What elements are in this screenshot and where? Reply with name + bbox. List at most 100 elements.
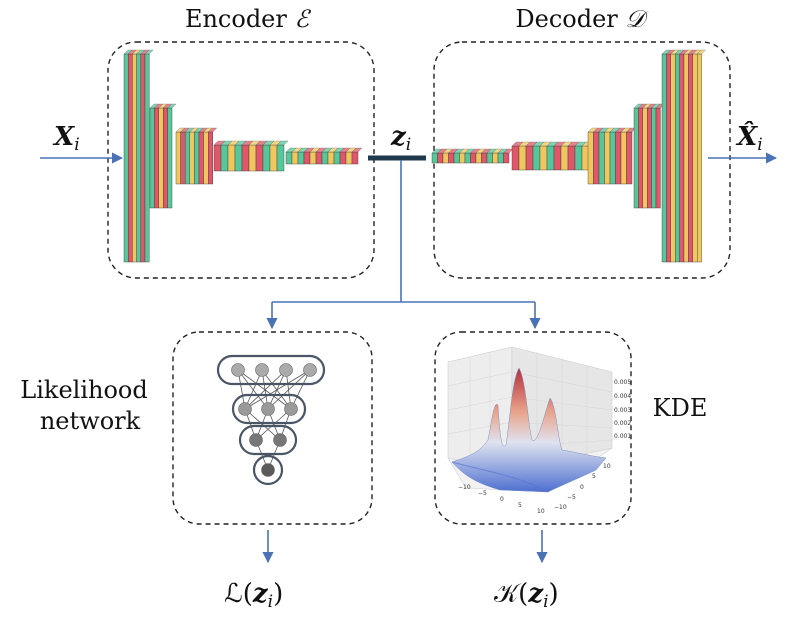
encoder-layer-15	[194, 131, 200, 185]
nn-edge	[244, 369, 263, 410]
decoder-layer-2	[442, 152, 449, 164]
decoder-layer-9	[481, 152, 488, 164]
decoder-layer-7	[470, 152, 477, 164]
decoder-box	[433, 41, 731, 279]
decoder-layer-21	[560, 145, 569, 171]
kde-output-label: 𝒦(zi)	[494, 579, 559, 612]
encoder-layer-18	[207, 131, 213, 185]
decoder-layer-45	[688, 53, 694, 263]
decoder-layer-47-top	[696, 49, 706, 55]
kde-box	[434, 331, 632, 525]
nn-layer-1	[231, 393, 307, 425]
encoder-layer-32	[303, 151, 311, 165]
nn-edge	[267, 369, 311, 410]
decoder-layer-36	[647, 107, 652, 209]
kde-tick-x-4: 10	[537, 508, 545, 515]
encoder-layer-23	[241, 144, 250, 172]
nn-layer-3	[252, 454, 284, 486]
likelihood-label-line2: network	[40, 407, 141, 435]
kde-surface-plot: 0.005 0.004 0.003 0.002 0.001 −10 −5 0 5…	[447, 346, 631, 515]
kde-tick-x-1: −5	[478, 490, 487, 497]
decoder-layer-40	[666, 53, 672, 263]
encoder-layer-27	[269, 144, 278, 172]
decoder-layer-33	[633, 107, 639, 209]
encoder-layer-9	[162, 107, 168, 209]
nn-edge	[237, 369, 269, 410]
nn-layer-2	[238, 424, 298, 456]
decoder-layer-32	[626, 131, 633, 185]
decoder-layer-25	[587, 131, 594, 185]
encoder-layer-19	[213, 144, 222, 172]
nn-node-2-1	[273, 433, 287, 447]
decoder-layer-13	[503, 152, 510, 164]
encoder-layer-28	[276, 144, 285, 172]
encoder-layer-11	[175, 131, 181, 185]
encoder-layer-29	[285, 151, 293, 165]
encoder-layer-4	[140, 53, 146, 263]
encoder-layer-35	[321, 151, 329, 165]
decoder-layer-29	[609, 131, 616, 185]
nn-edge	[244, 369, 311, 410]
encoder-layer-24	[248, 144, 257, 172]
decoder-layer-19	[546, 145, 555, 171]
decoder-layer-30	[615, 131, 622, 185]
encoder-layer-16	[198, 131, 204, 185]
decoder-layers	[431, 49, 706, 263]
kde-label: KDE	[653, 394, 708, 422]
kde-tick-y-0: 10	[603, 463, 611, 470]
kde-tick-z-0: 0.005	[614, 379, 631, 386]
nn-node-0-0	[231, 363, 245, 377]
decoder-layer-35	[642, 107, 648, 209]
encoder-layer-12	[180, 131, 186, 185]
input-label: Xi	[52, 122, 80, 155]
encoder-layer-5	[144, 53, 150, 263]
decoder-layer-47	[697, 53, 702, 263]
decoder-layer-42	[675, 53, 680, 263]
decoder-layer-12	[497, 152, 504, 164]
decoder-layer-46	[692, 53, 698, 263]
nn-node-0-2	[279, 363, 293, 377]
likelihood-label-line1: Likelihood	[20, 376, 147, 404]
nn-layer-0	[216, 354, 326, 386]
encoder-layer-40	[351, 151, 359, 165]
decoder-layer-5	[459, 152, 466, 164]
encoder-layer-25	[255, 144, 264, 172]
kde-tick-x-2: 0	[500, 496, 504, 503]
decoder-layer-11	[492, 152, 499, 164]
encoder-layer-33	[309, 151, 317, 165]
likelihood-box	[172, 331, 373, 525]
kde-surface	[451, 367, 607, 493]
encoder-layer-18-top	[207, 127, 218, 133]
encoder-layer-30	[291, 151, 299, 165]
encoder-layer-5-top	[144, 49, 154, 55]
nn-edge	[237, 369, 292, 410]
kde-tick-y-1: 5	[592, 473, 596, 480]
encoder-layer-13	[184, 131, 190, 185]
decoder-layer-4	[453, 152, 460, 164]
decoder-layer-31	[620, 131, 627, 185]
encoder-layer-39	[345, 151, 353, 165]
encoder-layer-28-top	[276, 140, 289, 146]
likelihood-output-label: ℒ(zi)	[224, 579, 283, 612]
encoder-label: Encoder ℰ	[185, 5, 312, 33]
encoder-layer-38	[339, 151, 347, 165]
kde-tick-x-0: −10	[458, 484, 471, 491]
encoder-layer-8	[158, 107, 164, 209]
output-label: X̂i	[735, 121, 763, 155]
encoder-layer-21	[227, 144, 236, 172]
encoder-layer-37	[333, 151, 341, 165]
kde-tick-z-2: 0.003	[614, 407, 631, 414]
kde-tick-z-1: 0.004	[614, 393, 631, 400]
encoder-layer-2	[132, 53, 137, 263]
encoder-layer-40-top	[351, 147, 363, 153]
encoder-layer-20	[220, 144, 229, 172]
nn-node-1-2	[284, 402, 298, 416]
decoder-layer-27	[598, 131, 605, 185]
decoder-layer-41	[670, 53, 676, 263]
nn-node-3-0	[261, 463, 275, 477]
decoder-layer-17	[532, 145, 541, 171]
encoder-layer-7	[154, 107, 159, 209]
neural-network-icon	[216, 354, 326, 486]
decoder-layer-1	[437, 152, 444, 164]
